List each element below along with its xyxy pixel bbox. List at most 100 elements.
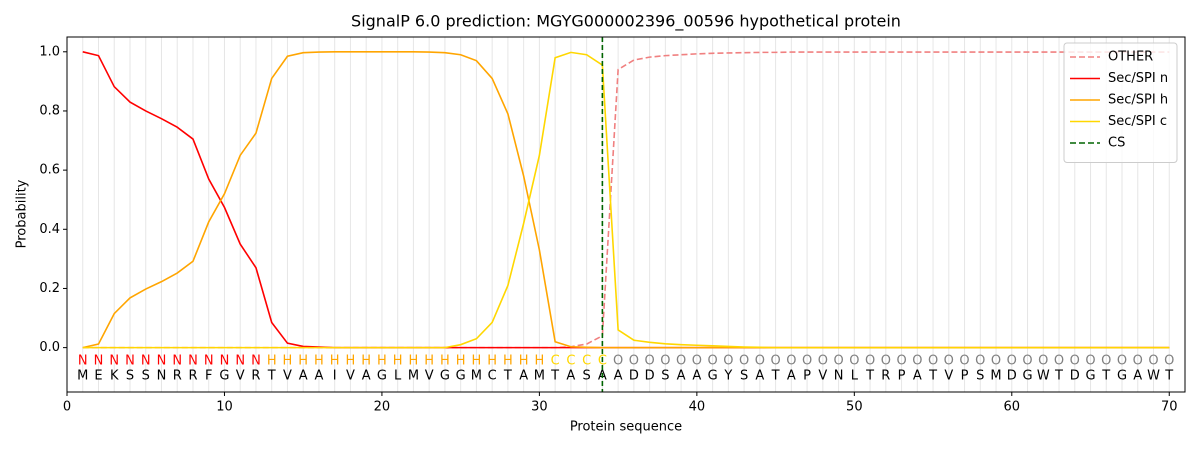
- residue-label: W: [1037, 369, 1050, 384]
- residue-label: M: [990, 369, 1001, 384]
- region-label: N: [141, 354, 151, 369]
- region-label: H: [346, 354, 356, 369]
- residue-label: M: [77, 369, 88, 384]
- residue-label: V: [346, 369, 355, 384]
- residue-label: T: [267, 369, 276, 384]
- residue-label: V: [283, 369, 292, 384]
- region-label: O: [645, 354, 655, 369]
- region-label: C: [566, 354, 575, 369]
- residue-label: P: [961, 369, 969, 384]
- region-label: H: [487, 354, 497, 369]
- residue-label: T: [550, 369, 559, 384]
- region-label: H: [314, 354, 324, 369]
- x-axis-label: Protein sequence: [570, 420, 682, 435]
- region-label: H: [424, 354, 434, 369]
- region-label: O: [1164, 354, 1174, 369]
- residue-label: N: [834, 369, 844, 384]
- residue-label: E: [94, 369, 102, 384]
- region-label: O: [707, 354, 717, 369]
- y-tick-label: 0.4: [39, 222, 60, 237]
- region-label: O: [770, 354, 780, 369]
- residue-label: N: [157, 369, 167, 384]
- y-tick-label: 0.8: [39, 103, 60, 118]
- residue-label: T: [928, 369, 937, 384]
- region-label: C: [582, 354, 591, 369]
- residue-label: W: [1147, 369, 1160, 384]
- y-axis-label: Probability: [15, 179, 30, 248]
- region-label: O: [739, 354, 749, 369]
- region-label: H: [330, 354, 340, 369]
- residue-label: G: [440, 369, 450, 384]
- residue-label: A: [566, 369, 575, 384]
- region-label: O: [912, 354, 922, 369]
- residue-label: D: [645, 369, 655, 384]
- residue-label: V: [425, 369, 434, 384]
- residue-label: R: [188, 369, 197, 384]
- x-tick-label: 30: [531, 400, 548, 415]
- region-label: H: [298, 354, 308, 369]
- region-label: N: [235, 354, 245, 369]
- region-label: O: [865, 354, 875, 369]
- region-label: N: [172, 354, 182, 369]
- region-label: O: [1085, 354, 1095, 369]
- y-tick-label: 1.0: [39, 44, 60, 59]
- residue-label: A: [299, 369, 308, 384]
- region-label: H: [456, 354, 466, 369]
- legend-label: Sec/SPI c: [1108, 114, 1167, 129]
- region-label: N: [109, 354, 119, 369]
- residue-label: Y: [723, 369, 732, 384]
- x-tick-label: 50: [846, 400, 863, 415]
- residue-label: G: [1022, 369, 1032, 384]
- residue-label: A: [913, 369, 922, 384]
- region-label: O: [1007, 354, 1017, 369]
- region-label: O: [1054, 354, 1064, 369]
- residue-label: V: [236, 369, 245, 384]
- residue-label: I: [333, 369, 337, 384]
- region-label: O: [1133, 354, 1143, 369]
- residue-label: L: [394, 369, 402, 384]
- region-label: O: [692, 354, 702, 369]
- residue-label: A: [677, 369, 686, 384]
- residue-label: T: [503, 369, 512, 384]
- x-tick-label: 70: [1161, 400, 1178, 415]
- region-label: O: [723, 354, 733, 369]
- region-label: H: [267, 354, 277, 369]
- residue-label: A: [519, 369, 528, 384]
- region-label: O: [881, 354, 891, 369]
- region-label: N: [204, 354, 214, 369]
- region-label: O: [896, 354, 906, 369]
- region-label: O: [1070, 354, 1080, 369]
- y-tick-label: 0.2: [39, 281, 60, 296]
- region-label: N: [78, 354, 88, 369]
- residue-label: G: [219, 369, 229, 384]
- residue-label: G: [377, 369, 387, 384]
- region-label: O: [1022, 354, 1032, 369]
- plot-frame: [66, 36, 1186, 393]
- residue-label: T: [865, 369, 874, 384]
- residue-label: R: [173, 369, 182, 384]
- residue-label: A: [692, 369, 701, 384]
- region-label: O: [818, 354, 828, 369]
- residue-label: G: [456, 369, 466, 384]
- residue-label: L: [851, 369, 859, 384]
- residue-label: K: [110, 369, 119, 384]
- region-label: H: [503, 354, 513, 369]
- residue-label: S: [142, 369, 150, 384]
- legend-label: CS: [1108, 136, 1125, 151]
- region-label: N: [220, 354, 230, 369]
- residue-label: T: [1101, 369, 1110, 384]
- residue-label: S: [976, 369, 984, 384]
- region-label: O: [928, 354, 938, 369]
- region-label: H: [409, 354, 419, 369]
- region-label: C: [551, 354, 560, 369]
- residue-label: F: [205, 369, 212, 384]
- region-label: O: [833, 354, 843, 369]
- region-label: O: [786, 354, 796, 369]
- region-label: O: [991, 354, 1001, 369]
- residue-label: T: [771, 369, 780, 384]
- region-label: O: [802, 354, 812, 369]
- residue-label: P: [803, 369, 811, 384]
- legend-label: OTHER: [1108, 50, 1153, 65]
